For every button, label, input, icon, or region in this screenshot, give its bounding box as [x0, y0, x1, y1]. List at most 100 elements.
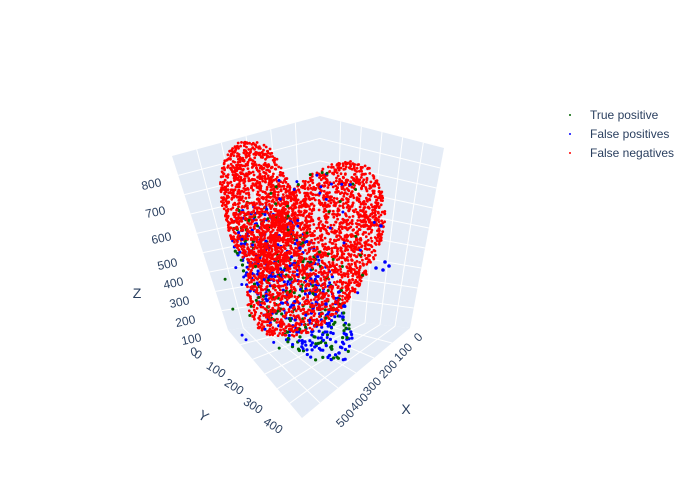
data-point	[297, 348, 301, 353]
data-point	[354, 188, 358, 191]
data-point	[319, 229, 323, 233]
data-point	[296, 219, 300, 222]
data-point	[276, 250, 280, 254]
data-point	[244, 338, 248, 342]
data-point	[341, 318, 345, 322]
data-point	[342, 219, 346, 222]
data-point	[320, 189, 323, 193]
data-point	[264, 201, 268, 205]
data-point	[288, 186, 292, 190]
point-cloud	[219, 140, 391, 362]
data-point	[273, 221, 277, 225]
data-point	[297, 305, 300, 308]
data-point	[268, 271, 271, 275]
data-point	[358, 228, 362, 232]
data-point	[264, 315, 268, 319]
data-point	[305, 209, 308, 213]
data-point	[306, 187, 310, 191]
data-point	[330, 242, 334, 245]
data-point	[345, 246, 348, 249]
grid-line	[364, 131, 383, 324]
data-point	[271, 184, 275, 187]
data-point	[308, 249, 311, 253]
data-point	[258, 250, 261, 254]
data-point	[373, 182, 376, 186]
data-point	[363, 206, 367, 209]
data-point	[325, 305, 328, 308]
data-point	[253, 156, 257, 160]
data-point	[244, 203, 248, 207]
data-point	[342, 244, 346, 248]
data-point	[285, 291, 289, 295]
data-point	[326, 215, 330, 219]
data-point	[264, 157, 267, 161]
data-point	[253, 147, 256, 151]
data-point	[290, 333, 294, 337]
data-point	[251, 182, 255, 186]
data-point	[293, 259, 297, 263]
data-point	[286, 201, 290, 204]
data-point	[224, 203, 228, 207]
data-point	[340, 289, 343, 292]
data-point	[306, 194, 310, 198]
data-point	[280, 220, 284, 224]
data-point	[338, 265, 342, 268]
data-point	[252, 238, 256, 242]
data-point	[226, 195, 230, 198]
data-point	[325, 248, 329, 252]
data-point	[324, 217, 328, 221]
data-point	[247, 258, 251, 261]
data-point	[351, 274, 355, 278]
data-point	[265, 168, 268, 172]
data-point	[356, 233, 360, 236]
data-point	[321, 355, 325, 359]
data-point	[301, 199, 305, 203]
data-point	[347, 262, 351, 266]
data-point	[356, 283, 359, 287]
data-point	[357, 193, 361, 197]
data-point	[326, 273, 330, 277]
data-point	[280, 312, 284, 316]
legend-item-false-positives[interactable]: False positives	[569, 127, 669, 141]
legend[interactable]: True positive False positives False nega…	[569, 108, 674, 160]
data-point	[296, 221, 300, 225]
data-point	[285, 311, 288, 315]
data-point	[351, 228, 355, 232]
legend-marker	[569, 152, 571, 154]
legend-item-true-positive[interactable]: True positive	[569, 108, 659, 122]
data-point	[362, 225, 366, 229]
data-point	[296, 249, 300, 253]
data-point	[301, 184, 304, 188]
data-point	[375, 179, 379, 183]
data-point	[372, 220, 376, 224]
x-axis-title: X	[401, 401, 411, 417]
data-point	[247, 309, 251, 313]
data-point	[262, 252, 265, 256]
data-point	[303, 194, 307, 198]
data-point	[284, 234, 288, 238]
data-point	[305, 231, 309, 235]
data-point	[272, 262, 276, 265]
data-point	[293, 198, 296, 202]
data-point	[263, 248, 266, 252]
data-point	[326, 194, 329, 198]
data-point	[336, 300, 340, 304]
data-point	[228, 226, 232, 230]
data-point	[294, 250, 298, 254]
data-point	[274, 295, 278, 299]
data-point	[341, 164, 345, 168]
data-point	[321, 286, 325, 290]
legend-item-false-negatives[interactable]: False negatives	[569, 146, 674, 160]
data-point	[375, 198, 378, 202]
data-point	[300, 252, 304, 256]
data-point	[316, 298, 320, 302]
data-point	[264, 245, 268, 248]
data-point	[259, 267, 262, 271]
data-point	[377, 206, 381, 210]
data-point	[312, 314, 316, 318]
data-point	[237, 248, 241, 252]
data-point	[267, 293, 271, 297]
data-point	[252, 247, 256, 251]
data-point	[229, 162, 233, 166]
